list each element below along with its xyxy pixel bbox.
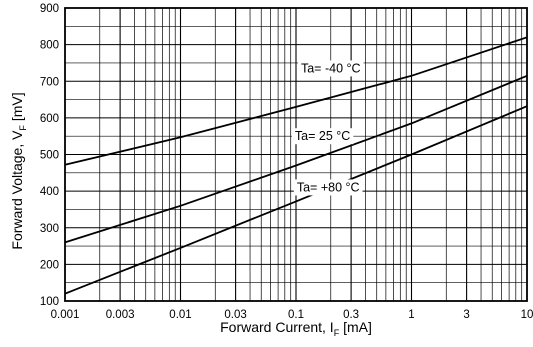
- series-annotation: Ta= 25 °C: [291, 128, 354, 145]
- y-tick-label: 300: [40, 223, 59, 235]
- x-tick-label: 0.1: [288, 309, 304, 321]
- grid-lines: [65, 8, 527, 301]
- x-tick-labels: 0.001 0.003 0.01 0.03 0.1 0.3 1 3 10: [51, 309, 533, 321]
- x-tick-label: 1: [408, 309, 414, 321]
- x-tick-label: 0.3: [343, 309, 359, 321]
- series-lines: [64, 36, 528, 295]
- x-tick-label: 0.03: [224, 309, 246, 321]
- series-line: [64, 74, 528, 244]
- x-axis-label-subscript: F: [334, 328, 340, 338]
- y-tick-labels: 100 200 300 400 500 600 700 800 900: [40, 3, 59, 308]
- series-annotations: Ta= -40 °C Ta= 25 °C Ta= +80 °C: [291, 60, 364, 196]
- y-tick-label: 500: [40, 150, 59, 162]
- y-tick-label: 600: [40, 113, 59, 125]
- x-axis-label-main: Forward Current, I: [220, 319, 334, 335]
- series-annotation: Ta= -40 °C: [297, 60, 364, 77]
- x-tick-label: 0.003: [106, 309, 135, 321]
- y-axis-label-subscript: F: [18, 125, 28, 131]
- y-tick-label: 100: [40, 296, 59, 308]
- annotation-label: Ta= -40 °C: [301, 61, 361, 75]
- series-line: [64, 105, 528, 295]
- annotation-background: [297, 60, 364, 77]
- y-tick-label: 900: [40, 3, 59, 15]
- x-tick-label: 0.01: [169, 309, 191, 321]
- annotation-background: [293, 179, 363, 196]
- series-annotation: Ta= +80 °C: [293, 179, 363, 196]
- annotation-label: Ta= +80 °C: [297, 180, 360, 194]
- x-tick-label: 10: [521, 309, 533, 321]
- y-tick-label: 400: [40, 186, 59, 198]
- series-line: [64, 36, 528, 166]
- plot-frame: [64, 7, 528, 302]
- y-tick-label: 700: [40, 76, 59, 88]
- annotation-background: [291, 128, 354, 145]
- y-axis-label-unit: [mV]: [9, 92, 25, 125]
- x-tick-label: 3: [463, 309, 469, 321]
- x-axis-label-unit: [mA]: [339, 319, 372, 335]
- y-tick-label: 200: [40, 259, 59, 271]
- annotation-label: Ta= 25 °C: [295, 129, 350, 143]
- x-tick-label: 0.001: [51, 309, 80, 321]
- y-axis-label: Forward Voltage, VF [mV]: [9, 92, 28, 249]
- y-axis-label-main: Forward Voltage, V: [9, 130, 25, 250]
- y-tick-label: 800: [40, 40, 59, 52]
- x-axis-label: Forward Current, IF [mA]: [220, 319, 372, 338]
